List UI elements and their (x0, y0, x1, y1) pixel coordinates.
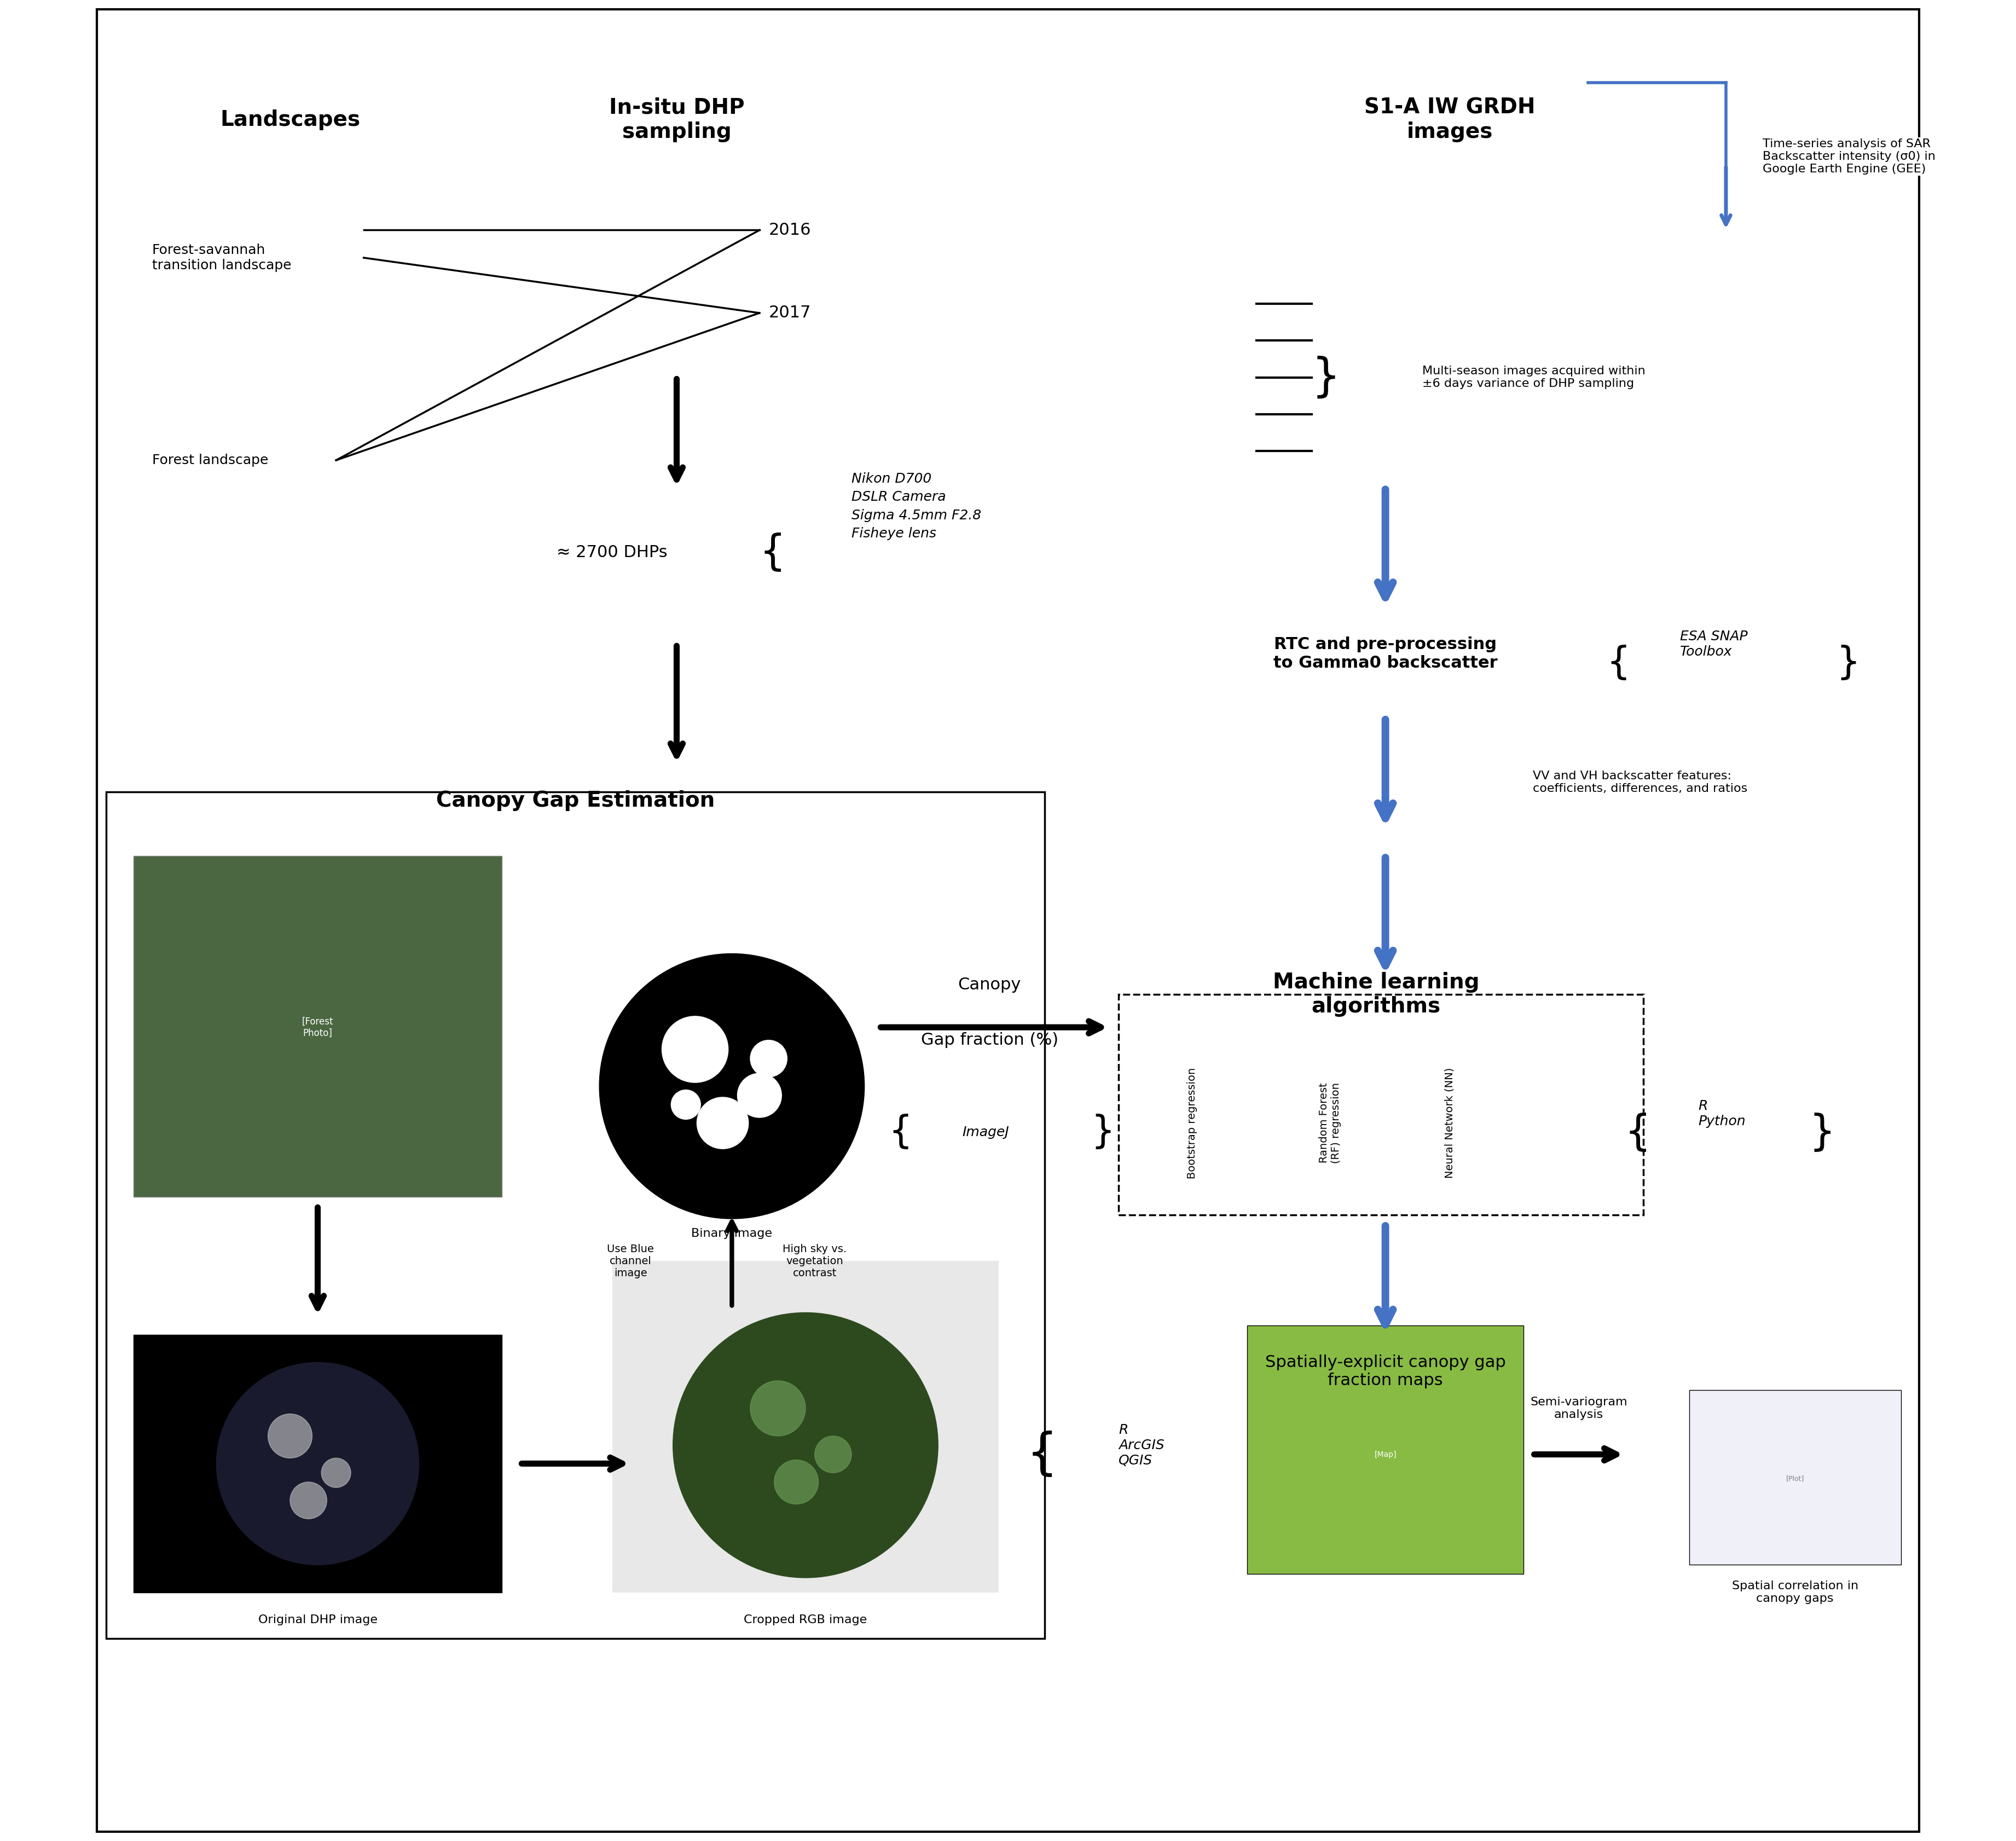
Text: High sky vs.
vegetation
contrast: High sky vs. vegetation contrast (782, 1245, 847, 1278)
Circle shape (814, 1436, 851, 1473)
Text: {: { (760, 532, 786, 573)
Circle shape (599, 954, 865, 1219)
Text: ImageJ: ImageJ (962, 1125, 1008, 1140)
Text: S1-A IW GRDH
images: S1-A IW GRDH images (1365, 98, 1536, 142)
Text: {: { (1607, 644, 1631, 681)
Circle shape (671, 1090, 702, 1119)
Circle shape (268, 1414, 312, 1458)
FancyBboxPatch shape (97, 9, 1919, 1832)
Text: R
Python: R Python (1697, 1099, 1746, 1129)
Text: [Forest
Photo]: [Forest Photo] (302, 1016, 333, 1038)
FancyBboxPatch shape (133, 1335, 502, 1592)
Text: ≈ 2700 DHPs: ≈ 2700 DHPs (556, 545, 667, 560)
Text: 2016: 2016 (768, 223, 810, 237)
Text: Forest-savannah
transition landscape: Forest-savannah transition landscape (151, 243, 292, 272)
Text: }: } (1808, 1112, 1835, 1152)
Text: Neural Network (NN): Neural Network (NN) (1445, 1068, 1456, 1178)
Circle shape (321, 1458, 351, 1488)
Text: Machine learning
algorithms: Machine learning algorithms (1272, 972, 1480, 1016)
FancyBboxPatch shape (107, 792, 1044, 1638)
Text: Random Forest
(RF) regression: Random Forest (RF) regression (1318, 1083, 1341, 1164)
Text: R
ArcGIS
QGIS: R ArcGIS QGIS (1119, 1423, 1165, 1467)
Text: Original DHP image: Original DHP image (258, 1615, 377, 1626)
Text: {: { (1625, 1112, 1651, 1152)
Text: In-situ DHP
sampling: In-situ DHP sampling (609, 98, 744, 142)
Circle shape (698, 1097, 748, 1149)
FancyBboxPatch shape (613, 1261, 998, 1592)
Text: RTC and pre-processing
to Gamma0 backscatter: RTC and pre-processing to Gamma0 backsca… (1274, 637, 1498, 670)
Text: Canopy: Canopy (958, 978, 1022, 992)
Circle shape (290, 1482, 327, 1519)
Circle shape (750, 1040, 786, 1077)
FancyBboxPatch shape (1248, 1326, 1524, 1574)
Circle shape (673, 1313, 937, 1578)
Text: Binary image: Binary image (691, 1228, 772, 1239)
Text: }: } (1091, 1114, 1115, 1151)
Text: ESA SNAP
Toolbox: ESA SNAP Toolbox (1679, 630, 1748, 659)
FancyBboxPatch shape (1119, 994, 1643, 1215)
Text: Canopy Gap Estimation: Canopy Gap Estimation (435, 790, 716, 812)
FancyBboxPatch shape (1689, 1390, 1901, 1565)
Text: Landscapes: Landscapes (220, 109, 361, 131)
Text: VV and VH backscatter features:
coefficients, differences, and ratios: VV and VH backscatter features: coeffici… (1532, 771, 1748, 793)
Text: Spatial correlation in
canopy gaps: Spatial correlation in canopy gaps (1732, 1581, 1859, 1604)
Text: [Map]: [Map] (1375, 1451, 1397, 1458)
Text: [Plot]: [Plot] (1786, 1475, 1804, 1482)
Circle shape (661, 1016, 728, 1083)
Text: Semi-variogram
analysis: Semi-variogram analysis (1530, 1397, 1627, 1419)
Text: {: { (889, 1114, 913, 1151)
Circle shape (774, 1460, 818, 1504)
Text: Nikon D700
DSLR Camera
Sigma 4.5mm F2.8
Fisheye lens: Nikon D700 DSLR Camera Sigma 4.5mm F2.8 … (851, 471, 982, 541)
Circle shape (216, 1362, 419, 1565)
Text: Bootstrap regression: Bootstrap regression (1187, 1068, 1198, 1178)
Text: 2017: 2017 (768, 306, 810, 320)
Text: }: } (1312, 355, 1341, 399)
Circle shape (738, 1073, 782, 1117)
Text: }: } (1837, 644, 1861, 681)
Text: Time-series analysis of SAR
Backscatter intensity (σ0) in
Google Earth Engine (G: Time-series analysis of SAR Backscatter … (1762, 138, 1935, 175)
Text: Forest landscape: Forest landscape (151, 453, 268, 468)
Text: {: { (1026, 1430, 1058, 1478)
Text: Spatially-explicit canopy gap
fraction maps: Spatially-explicit canopy gap fraction m… (1266, 1355, 1506, 1388)
Text: Use Blue
channel
image: Use Blue channel image (607, 1245, 653, 1278)
Circle shape (750, 1381, 806, 1436)
Text: Multi-season images acquired within
±6 days variance of DHP sampling: Multi-season images acquired within ±6 d… (1421, 366, 1645, 388)
FancyBboxPatch shape (133, 856, 502, 1197)
Text: Cropped RGB image: Cropped RGB image (744, 1615, 867, 1626)
Text: Gap fraction (%): Gap fraction (%) (921, 1033, 1058, 1048)
